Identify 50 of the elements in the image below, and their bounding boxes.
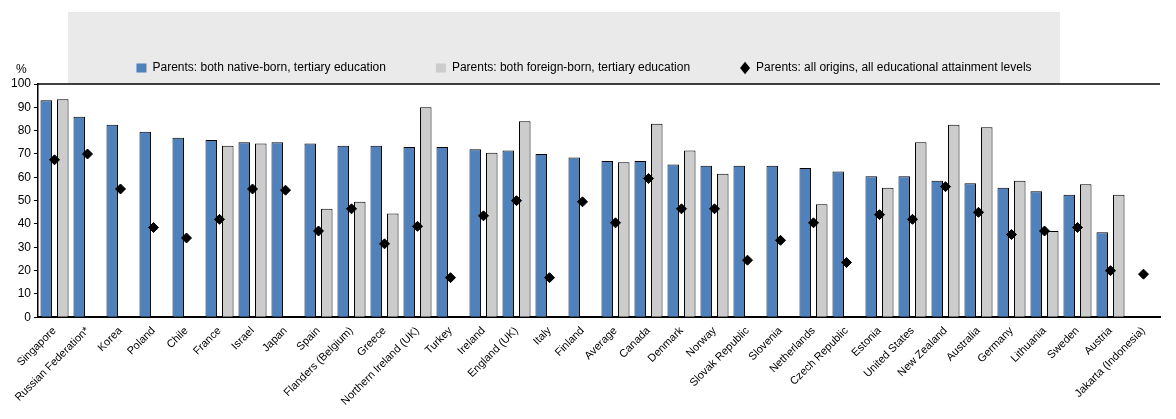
point <box>412 220 424 232</box>
point <box>511 195 523 207</box>
point <box>577 196 589 208</box>
point <box>1072 221 1083 233</box>
legend-label: Parents: all origins, all educational attainment levels <box>756 60 1032 75</box>
x-tick-label: Italy <box>530 323 554 347</box>
point <box>709 203 721 215</box>
point <box>82 148 94 160</box>
point <box>181 232 193 244</box>
point <box>313 225 325 237</box>
point <box>115 183 127 195</box>
point <box>973 206 984 218</box>
y-tick-label: 40 <box>17 216 32 231</box>
point <box>1105 265 1116 277</box>
point <box>478 210 490 222</box>
point <box>49 154 61 166</box>
y-tick-label: 30 <box>17 239 32 254</box>
point <box>1039 225 1050 237</box>
y-tick-label: 90 <box>17 99 32 114</box>
point <box>247 183 259 195</box>
legend-label: Parents: both native-born, tertiary education <box>152 60 386 75</box>
y-axis-title: % <box>16 62 27 77</box>
point <box>907 213 919 225</box>
point <box>346 203 358 215</box>
point <box>1138 268 1149 280</box>
y-tick-label: 20 <box>17 262 32 277</box>
point <box>940 181 951 193</box>
point <box>610 217 622 229</box>
point <box>544 272 556 284</box>
point <box>214 213 226 225</box>
point <box>643 172 655 184</box>
point <box>280 184 292 196</box>
point <box>445 272 457 284</box>
point <box>742 254 754 266</box>
y-tick-label: 60 <box>17 169 32 184</box>
y-tick-label: 70 <box>17 146 32 161</box>
point <box>379 238 391 250</box>
point <box>148 221 160 233</box>
y-tick-label: 50 <box>17 192 32 207</box>
legend-label: Parents: both foreign-born, tertiary education <box>451 60 691 75</box>
y-tick-label: 10 <box>17 286 32 301</box>
y-tick-label: 0 <box>24 309 32 324</box>
point <box>676 203 688 215</box>
point <box>874 209 886 221</box>
point <box>1006 228 1017 240</box>
point <box>775 234 787 246</box>
point <box>808 217 820 229</box>
y-tick-label: 100 <box>10 76 32 91</box>
y-tick-label: 80 <box>17 122 32 137</box>
point <box>841 256 853 268</box>
